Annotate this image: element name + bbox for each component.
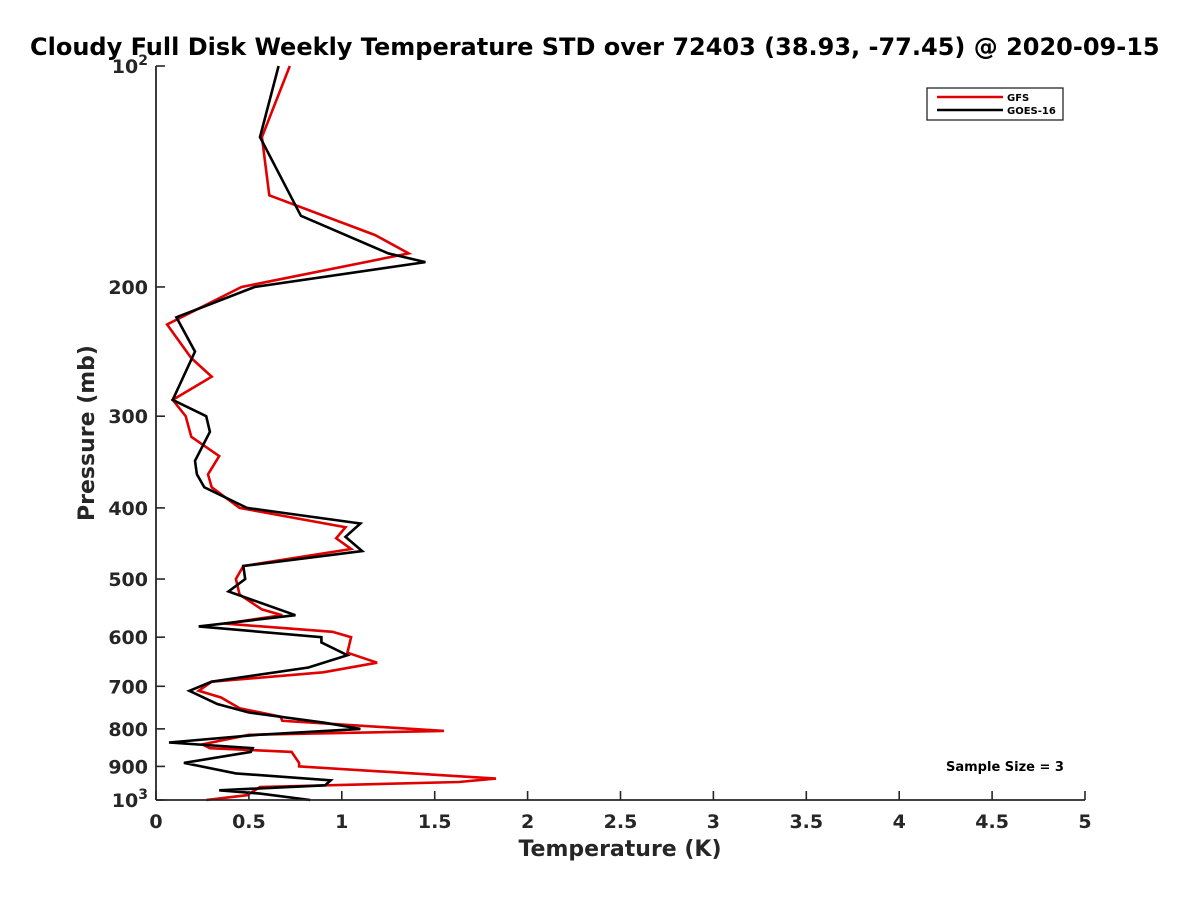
y-tick-label: 700 xyxy=(108,676,148,698)
x-axis-label: Temperature (K) xyxy=(518,837,721,862)
x-tick-label: 5 xyxy=(1078,811,1091,833)
y-tick-label: 400 xyxy=(108,498,148,520)
y-tick-label: 500 xyxy=(108,569,148,591)
x-tick-label: 0 xyxy=(149,811,162,833)
x-tick-label: 3.5 xyxy=(789,811,823,833)
legend-label-goes-16: GOES-16 xyxy=(1007,106,1056,117)
x-tick-label: 0.5 xyxy=(232,811,266,833)
y-tick-label: 200 xyxy=(108,277,148,299)
y-tick-label: 800 xyxy=(108,719,148,741)
series-line-goes-16 xyxy=(168,65,426,802)
legend-label-gfs: GFS xyxy=(1007,93,1029,104)
x-ticks: 0 0.5 1 1.5 2 2.5 3 3.5 4 4.5 5 xyxy=(149,791,1092,833)
plot-series xyxy=(165,65,497,802)
x-tick-label: 2.5 xyxy=(604,811,638,833)
y-tick-label: 900 xyxy=(108,756,148,778)
x-tick-label: 2 xyxy=(521,811,534,833)
y-axis-label: Pressure (mb) xyxy=(75,345,100,521)
series-line-gfs xyxy=(165,65,497,802)
x-tick-label: 4.5 xyxy=(975,811,1009,833)
x-tick-label: 3 xyxy=(707,811,720,833)
y-tick-label: 600 xyxy=(108,627,148,649)
chart-title: Cloudy Full Disk Weekly Temperature STD … xyxy=(30,33,1160,61)
x-tick-label: 1.5 xyxy=(418,811,452,833)
legend-box xyxy=(926,87,1064,121)
x-tick-label: 1 xyxy=(335,811,348,833)
y-ticks: 102 200 300 400 500 600 700 800 900 103 xyxy=(108,53,165,812)
y-tick-label: 300 xyxy=(108,406,148,428)
y-tick-label: 102 xyxy=(112,53,148,78)
y-tick-label: 103 xyxy=(112,787,148,812)
x-tick-label: 4 xyxy=(893,811,906,833)
sample-size-annotation: Sample Size = 3 xyxy=(946,760,1064,775)
legend: GFS GOES-16 xyxy=(926,87,1064,121)
